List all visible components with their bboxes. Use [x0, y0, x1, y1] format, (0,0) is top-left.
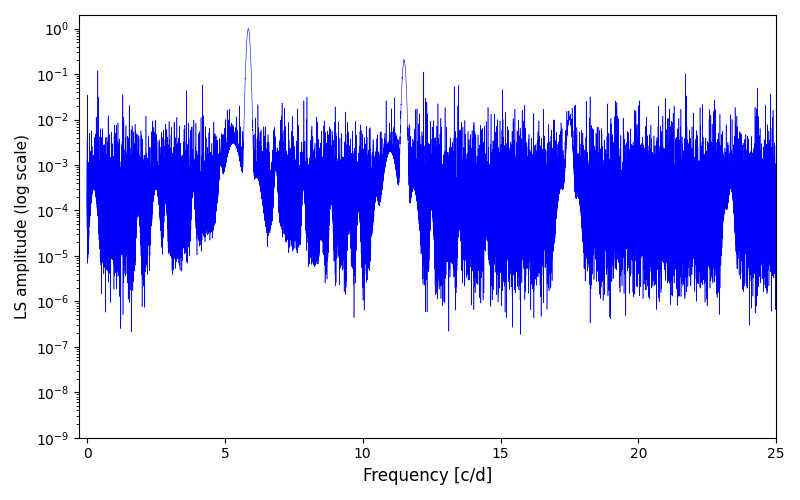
Y-axis label: LS amplitude (log scale): LS amplitude (log scale) — [15, 134, 30, 319]
X-axis label: Frequency [c/d]: Frequency [c/d] — [363, 467, 492, 485]
